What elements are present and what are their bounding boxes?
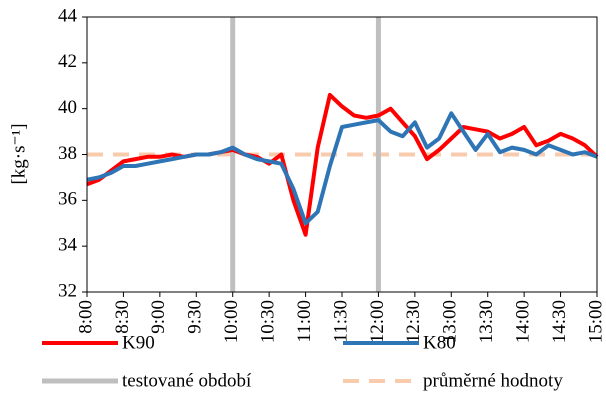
x-tick-label: 13:30 bbox=[476, 300, 497, 343]
x-tick-label: 14:30 bbox=[549, 300, 570, 343]
y-tick-label: 38 bbox=[58, 143, 77, 164]
x-tick-label: 8:00 bbox=[75, 300, 96, 334]
x-tick-label: 11:30 bbox=[330, 300, 351, 343]
x-tick-label: 10:30 bbox=[258, 300, 279, 343]
x-tick-label: 13:00 bbox=[440, 300, 461, 343]
legend-label: testované období bbox=[122, 370, 252, 391]
y-tick-label: 42 bbox=[58, 51, 77, 72]
plot-frame bbox=[86, 16, 598, 293]
y-tick-label: 32 bbox=[58, 280, 77, 301]
series-line bbox=[86, 92, 599, 237]
y-tick-label: 36 bbox=[58, 189, 77, 210]
y-tick-label: 44 bbox=[58, 5, 78, 26]
x-tick-label: 12:30 bbox=[403, 300, 424, 343]
x-tick-label: 11:00 bbox=[294, 300, 315, 343]
y-tick-label: 40 bbox=[58, 97, 77, 118]
x-tick-label: 12:00 bbox=[367, 300, 388, 343]
x-tick-label: 9:00 bbox=[148, 300, 169, 334]
y-tick-label: 34 bbox=[58, 235, 78, 256]
x-tick-label: 8:30 bbox=[112, 300, 133, 334]
legend-label: K90 bbox=[122, 332, 155, 353]
legend-label: K80 bbox=[423, 332, 456, 353]
x-tick-label: 15:00 bbox=[585, 300, 606, 343]
y-axis-title: [kg·s⁻¹] bbox=[8, 123, 29, 184]
legend-label: průměrné hodnoty bbox=[423, 370, 563, 391]
x-tick-label: 10:00 bbox=[221, 300, 242, 343]
series-line bbox=[86, 111, 598, 226]
x-tick-label: 14:00 bbox=[513, 300, 534, 343]
x-tick-label: 9:30 bbox=[185, 300, 206, 334]
